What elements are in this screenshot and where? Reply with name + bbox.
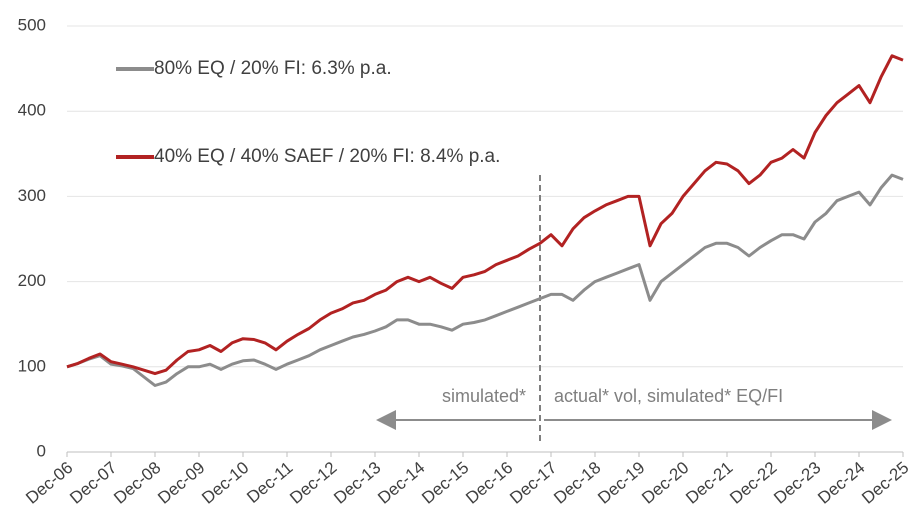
x-tick-label: Dec-13: [330, 458, 384, 508]
x-tick-label: Dec-25: [858, 458, 909, 508]
y-tick-label: 300: [18, 186, 46, 205]
x-tick-label: Dec-17: [506, 458, 560, 508]
x-tick-label: Dec-21: [682, 458, 736, 508]
x-tick-label: Dec-08: [110, 458, 164, 508]
y-tick-label: 100: [18, 356, 46, 375]
x-tick-label: Dec-24: [814, 458, 868, 508]
x-tick-label: Dec-16: [462, 458, 516, 508]
annotation: simulated*: [442, 386, 526, 406]
x-tick-label: Dec-19: [594, 458, 648, 508]
x-tick-label: Dec-06: [22, 458, 76, 508]
x-tick-label: Dec-10: [198, 458, 252, 508]
y-tick-label: 200: [18, 271, 46, 290]
x-tick-label: Dec-07: [66, 458, 120, 508]
x-tick-label: Dec-09: [154, 458, 208, 508]
x-tick-label: Dec-11: [243, 458, 296, 507]
legend-label: 40% EQ / 40% SAEF / 20% FI: 8.4% p.a.: [154, 146, 500, 167]
x-tick-label: Dec-12: [286, 458, 340, 508]
x-tick-label: Dec-18: [550, 458, 604, 508]
legend-label: 80% EQ / 20% FI: 6.3% p.a.: [154, 58, 392, 79]
x-tick-label: Dec-14: [374, 458, 428, 508]
y-tick-label: 500: [18, 15, 46, 34]
series-line: [66, 173, 904, 387]
x-tick-label: Dec-15: [418, 458, 472, 508]
annotation: actual* vol, simulated* EQ/FI: [554, 386, 783, 406]
x-tick-label: Dec-22: [726, 458, 780, 508]
x-tick-label: Dec-23: [770, 458, 824, 508]
series-line: [66, 54, 904, 376]
y-tick-label: 0: [37, 441, 46, 460]
x-tick-label: Dec-20: [638, 458, 692, 508]
y-tick-label: 400: [18, 101, 46, 120]
